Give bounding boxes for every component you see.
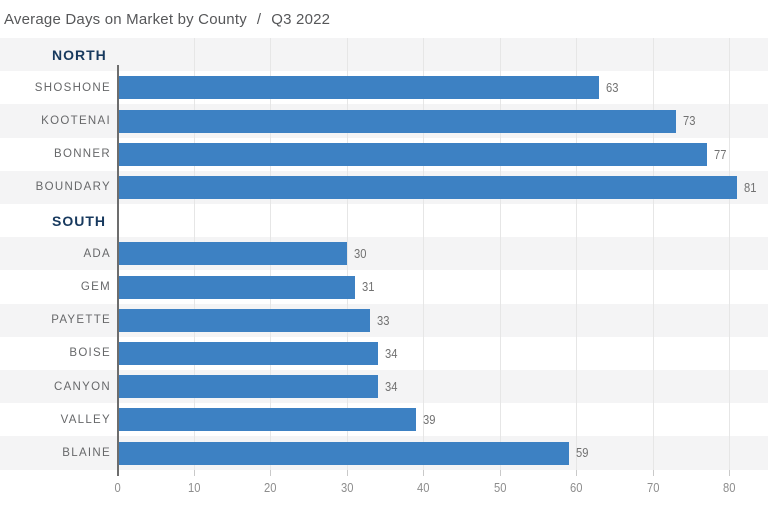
bar xyxy=(117,76,600,100)
chart-title-bar: Average Days on Market by County / Q3 20… xyxy=(0,0,768,38)
axis-tick-label-text: 0 xyxy=(114,479,121,495)
axis-tick-mark xyxy=(346,469,348,476)
axis-tick-label-text: 20 xyxy=(264,479,277,495)
value-label: 34 xyxy=(385,370,399,403)
axis-tick-label: 0 xyxy=(96,480,140,495)
bar xyxy=(117,308,370,332)
value-label: 31 xyxy=(362,270,376,303)
gridline xyxy=(652,38,654,470)
value-label-text: 59 xyxy=(575,445,589,461)
county-label: BONNER xyxy=(53,148,111,161)
bar xyxy=(117,242,347,266)
county-label: ADA xyxy=(83,247,111,260)
bar xyxy=(117,275,355,299)
value-label-text: 81 xyxy=(744,179,757,195)
value-label: 77 xyxy=(714,138,728,171)
axis-tick-mark xyxy=(729,469,730,476)
chart-period: Q3 2022 xyxy=(271,10,331,28)
axis-tick-mark xyxy=(193,469,195,476)
title-separator: / xyxy=(256,10,262,28)
group-band xyxy=(0,204,768,238)
axis-tick-label: 50 xyxy=(478,480,522,495)
value-label: 34 xyxy=(385,337,399,370)
bar xyxy=(117,142,707,166)
axis-tick-label-text: 60 xyxy=(570,479,583,495)
value-label-text: 31 xyxy=(361,279,375,295)
axis-tick-label: 80 xyxy=(708,480,752,495)
value-label-text: 63 xyxy=(606,80,619,96)
axis-tick-label-text: 40 xyxy=(417,479,430,495)
group-band xyxy=(0,38,768,72)
value-label: 73 xyxy=(683,104,697,137)
county-label: SHOSHONE xyxy=(34,81,111,94)
axis-tick-label-text: 30 xyxy=(340,479,354,495)
value-label-text: 34 xyxy=(384,379,398,395)
group-header: SOUTH xyxy=(52,212,106,229)
gridline xyxy=(423,38,424,470)
axis-tick-label-text: 80 xyxy=(723,479,736,495)
axis-tick-label: 70 xyxy=(631,480,675,495)
bar xyxy=(117,441,569,465)
county-label: BLAINE xyxy=(62,446,111,459)
axis-tick-label: 30 xyxy=(325,480,369,495)
axis-tick-mark xyxy=(652,469,654,476)
value-label: 39 xyxy=(423,403,437,436)
axis-tick-label: 20 xyxy=(249,480,293,495)
bar xyxy=(117,341,378,365)
gridline xyxy=(346,38,348,470)
axis-tick-mark xyxy=(270,469,271,476)
gridline xyxy=(576,38,577,470)
county-label: KOOTENAI xyxy=(41,114,111,127)
county-label: BOISE xyxy=(69,347,111,360)
county-label: GEM xyxy=(80,280,111,293)
axis-tick-label-text: 50 xyxy=(493,479,507,495)
county-label: VALLEY xyxy=(60,413,111,426)
axis-tick-mark xyxy=(499,469,501,476)
value-label-text: 39 xyxy=(422,412,436,428)
axis-tick-label: 10 xyxy=(172,480,216,495)
value-label: 59 xyxy=(576,436,590,469)
bar-chart: NORTH SHOSHONE 63 KOOTENAI 73 BONNER 77 BOUNDAR… xyxy=(0,38,768,532)
axis-tick-label-text: 70 xyxy=(646,479,660,495)
value-label: 63 xyxy=(606,71,620,104)
axis-tick-label: 60 xyxy=(555,480,599,495)
value-label: 33 xyxy=(377,304,391,337)
gridline xyxy=(499,38,501,470)
value-label: 30 xyxy=(354,237,368,270)
chart-title: Average Days on Market by County xyxy=(4,10,247,28)
axis-tick-label: 40 xyxy=(402,480,446,495)
value-label-text: 33 xyxy=(376,312,390,328)
x-axis-zero-line xyxy=(116,65,119,476)
county-label: PAYETTE xyxy=(51,314,111,327)
group-header: NORTH xyxy=(52,46,107,63)
bar xyxy=(117,175,738,199)
axis-tick-mark xyxy=(423,469,424,476)
value-label-text: 77 xyxy=(713,146,726,162)
bar xyxy=(117,375,378,399)
value-label-text: 30 xyxy=(354,246,367,262)
gridline xyxy=(729,38,730,470)
county-label: BOUNDARY xyxy=(35,181,111,194)
axis-tick-label-text: 10 xyxy=(187,479,201,495)
axis-tick-mark xyxy=(576,469,577,476)
bar xyxy=(117,109,676,133)
value-label-text: 34 xyxy=(384,345,398,361)
value-label-text: 73 xyxy=(682,113,696,129)
bar xyxy=(117,408,416,432)
county-label: CANYON xyxy=(53,380,111,393)
value-label: 81 xyxy=(744,171,758,204)
